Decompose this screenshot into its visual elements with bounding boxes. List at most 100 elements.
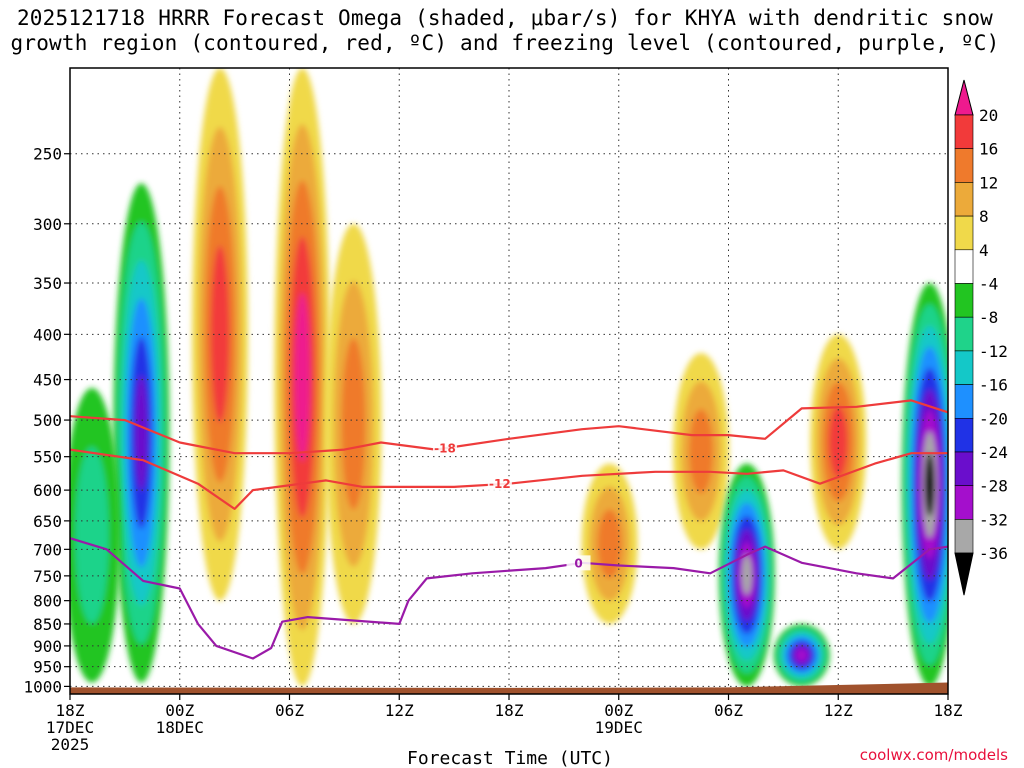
omega-level--28 [796, 648, 808, 662]
omega-level--32 [741, 555, 752, 595]
omega-feature-descent-column-09z [325, 223, 382, 624]
omega-feature-ascent-patch-early-low [70, 388, 120, 683]
colorbar-label--16: -16 [979, 376, 1008, 395]
colorbar-label-4: 4 [979, 241, 989, 260]
colorbar-label--20: -20 [979, 409, 1008, 428]
colorbar-label--8: -8 [979, 308, 998, 327]
y-axis-ticks: 250 300 350 400 450 500 550 600 650 700 750 800 850 9… [23, 145, 70, 696]
x-tick-label-0-1: 17DEC [46, 718, 94, 737]
omega-feature-ascent-column-early [113, 183, 170, 683]
y-tick-label-750: 750 [33, 567, 62, 586]
colorbar-bin--12to-8 [954, 316, 974, 352]
colorbar-label--36: -36 [979, 544, 1008, 563]
x-tick-label-12-0: 06Z [275, 701, 304, 720]
colorbar-bin--20to-16 [954, 384, 974, 419]
x-tick-label-6-1: 18DEC [156, 718, 204, 737]
contour-freezing-level-0c [70, 537, 948, 660]
omega-level-12 [597, 509, 622, 579]
colorbar-bin-4to8 [954, 215, 974, 251]
x-tick-label-30-0: 00Z [604, 701, 633, 720]
colorbar-bin--4to4 [954, 249, 974, 284]
colorbar-bin--8to-4 [954, 283, 974, 318]
colorbar-label-20: 20 [979, 106, 998, 125]
chart-title-line-1: 2025121718 HRRR Forecast Omega (shaded, … [16, 6, 994, 30]
colorbar-bin-8to12 [954, 182, 974, 217]
colorbar-bin-16to20 [954, 114, 974, 150]
grid-lines [69, 68, 949, 694]
omega-level--24 [134, 375, 148, 491]
y-tick-label-850: 850 [33, 615, 62, 634]
x-tick-label-24-0: 18Z [495, 701, 524, 720]
y-tick-label-950: 950 [33, 658, 62, 677]
omega-feature-ascent-band-lowlevel-19dec [773, 623, 830, 687]
colorbar-over-arrow [954, 79, 974, 116]
contour-label-bg-freezing-level-0c [566, 555, 591, 571]
chart-title-line-2: growth region (contoured, red, ºC) and f… [10, 31, 1000, 55]
omega-feature-descent-patch-19dec-00z [581, 463, 638, 624]
terrain-fill [70, 682, 948, 694]
omega-feature-ascent-column-19dec-17z [901, 283, 948, 687]
temperature-contours: -18 -12 0 [70, 399, 948, 660]
chart-title: 2025121718 HRRR Forecast Omega (shaded, … [0, 6, 1010, 56]
colorbar-bin--28to-24 [954, 451, 974, 487]
colorbar-label--32: -32 [979, 510, 1008, 529]
omega-level-20 [294, 292, 310, 462]
x-tick-label-36-0: 06Z [714, 701, 743, 720]
omega-level-12 [689, 409, 714, 494]
contour-label-dgz-minus12: -12 [489, 477, 511, 491]
colorbar-under-arrow [954, 552, 974, 596]
x-tick-label-6-0: 00Z [165, 701, 194, 720]
y-tick-label-1000: 1000 [23, 677, 62, 696]
y-tick-label-250: 250 [33, 145, 62, 164]
omega-feature-descent-column-19dec-12z [810, 334, 867, 550]
y-tick-label-800: 800 [33, 592, 62, 611]
omega-feature-descent-column-06z [274, 68, 331, 687]
colorbar-bin--24to-20 [954, 417, 974, 453]
x-tick-label-48-0: 18Z [934, 701, 963, 720]
colorbar-label--4: -4 [979, 275, 998, 294]
x-tick-label-42-0: 12Z [824, 701, 853, 720]
colorbar-label-8: 8 [979, 207, 989, 226]
omega-level-16 [828, 406, 848, 478]
x-tick-label-0-0: 18Z [56, 701, 85, 720]
y-tick-label-550: 550 [33, 448, 62, 467]
colorbar: 20 16 12 8 4 -4 -8 -12 -16 -20 -24 -28 -32 -36 [954, 79, 1008, 596]
y-tick-label-600: 600 [33, 481, 62, 500]
colorbar-label--12: -12 [979, 342, 1008, 361]
y-tick-label-900: 900 [33, 637, 62, 656]
omega-level-12 [341, 338, 366, 510]
ground-terrain [70, 682, 948, 694]
colorbar-label--24: -24 [979, 443, 1008, 462]
contour-dgz-minus18 [70, 399, 948, 455]
x-axis-label: Forecast Time (UTC) [407, 748, 613, 768]
colorbar-label-12: 12 [979, 173, 998, 192]
omega-shading [70, 68, 948, 687]
contour-label-freezing-level-0c: 0 [574, 556, 582, 570]
credit-link[interactable]: coolwx.com/models [859, 746, 1008, 764]
omega-level--8 [75, 446, 109, 624]
colorbar-bin--32to-28 [954, 485, 974, 520]
x-tick-label-0-2: 2025 [51, 735, 90, 754]
y-tick-label-300: 300 [33, 215, 62, 234]
contour-label-dgz-minus18: -18 [434, 441, 456, 455]
y-tick-label-450: 450 [33, 371, 62, 390]
x-tick-label-18-0: 12Z [385, 701, 414, 720]
y-tick-label-350: 350 [33, 274, 62, 293]
x-tick-label-30-1: 19DEC [595, 718, 643, 737]
omega-feature-ascent-column-19dec-06z [718, 463, 775, 687]
omega-feature-descent-column-19dec-04z [673, 353, 730, 550]
colorbar-bin--36to-32 [954, 519, 974, 554]
contour-label-bg-dgz-minus12 [487, 476, 512, 492]
colorbar-bin--16to-12 [954, 350, 974, 385]
y-tick-label-400: 400 [33, 325, 62, 344]
omega-level--36 [924, 452, 935, 517]
contour-label-bg-dgz-minus18 [432, 440, 457, 456]
y-tick-label-500: 500 [33, 411, 62, 430]
y-tick-label-700: 700 [33, 540, 62, 559]
colorbar-label-16: 16 [979, 140, 998, 159]
contour-dgz-minus12 [70, 448, 948, 510]
y-tick-label-650: 650 [33, 512, 62, 531]
colorbar-label--28: -28 [979, 477, 1008, 496]
